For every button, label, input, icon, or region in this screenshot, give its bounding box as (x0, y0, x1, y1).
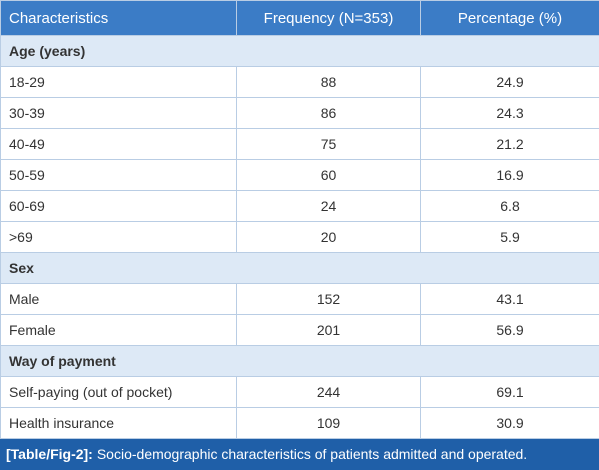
section-row: Sex (1, 253, 599, 284)
value-cell: 109 (237, 408, 421, 439)
header-cell: Percentage (%) (421, 1, 599, 36)
value-cell: 16.9 (421, 160, 599, 191)
label-cell: 60-69 (1, 191, 237, 222)
section-row: Way of payment (1, 346, 599, 377)
caption-text: Socio-demographic characteristics of pat… (97, 446, 527, 462)
section-row: Age (years) (1, 36, 599, 67)
label-cell: Male (1, 284, 237, 315)
value-cell: 6.8 (421, 191, 599, 222)
value-cell: 20 (237, 222, 421, 253)
value-cell: 88 (237, 67, 421, 98)
value-cell: 30.9 (421, 408, 599, 439)
label-cell: 18-29 (1, 67, 237, 98)
section-title: Sex (1, 253, 599, 284)
value-cell: 60 (237, 160, 421, 191)
label-cell: >69 (1, 222, 237, 253)
value-cell: 201 (237, 315, 421, 346)
section-title: Age (years) (1, 36, 599, 67)
caption-label: [Table/Fig-2]: (6, 446, 93, 462)
label-cell: 30-39 (1, 98, 237, 129)
value-cell: 24.3 (421, 98, 599, 129)
section-title: Way of payment (1, 346, 599, 377)
value-cell: 152 (237, 284, 421, 315)
header-cell: Frequency (N=353) (237, 1, 421, 36)
label-cell: Health insurance (1, 408, 237, 439)
value-cell: 56.9 (421, 315, 599, 346)
header-cell: Characteristics (1, 1, 237, 36)
label-cell: 50-59 (1, 160, 237, 191)
label-cell: 40-49 (1, 129, 237, 160)
value-cell: 21.2 (421, 129, 599, 160)
value-cell: 43.1 (421, 284, 599, 315)
value-cell: 69.1 (421, 377, 599, 408)
label-cell: Female (1, 315, 237, 346)
value-cell: 86 (237, 98, 421, 129)
value-cell: 75 (237, 129, 421, 160)
value-cell: 244 (237, 377, 421, 408)
value-cell: 24.9 (421, 67, 599, 98)
value-cell: 5.9 (421, 222, 599, 253)
label-cell: Self-paying (out of pocket) (1, 377, 237, 408)
value-cell: 24 (237, 191, 421, 222)
caption: [Table/Fig-2]:Socio-demographic characte… (0, 439, 599, 470)
